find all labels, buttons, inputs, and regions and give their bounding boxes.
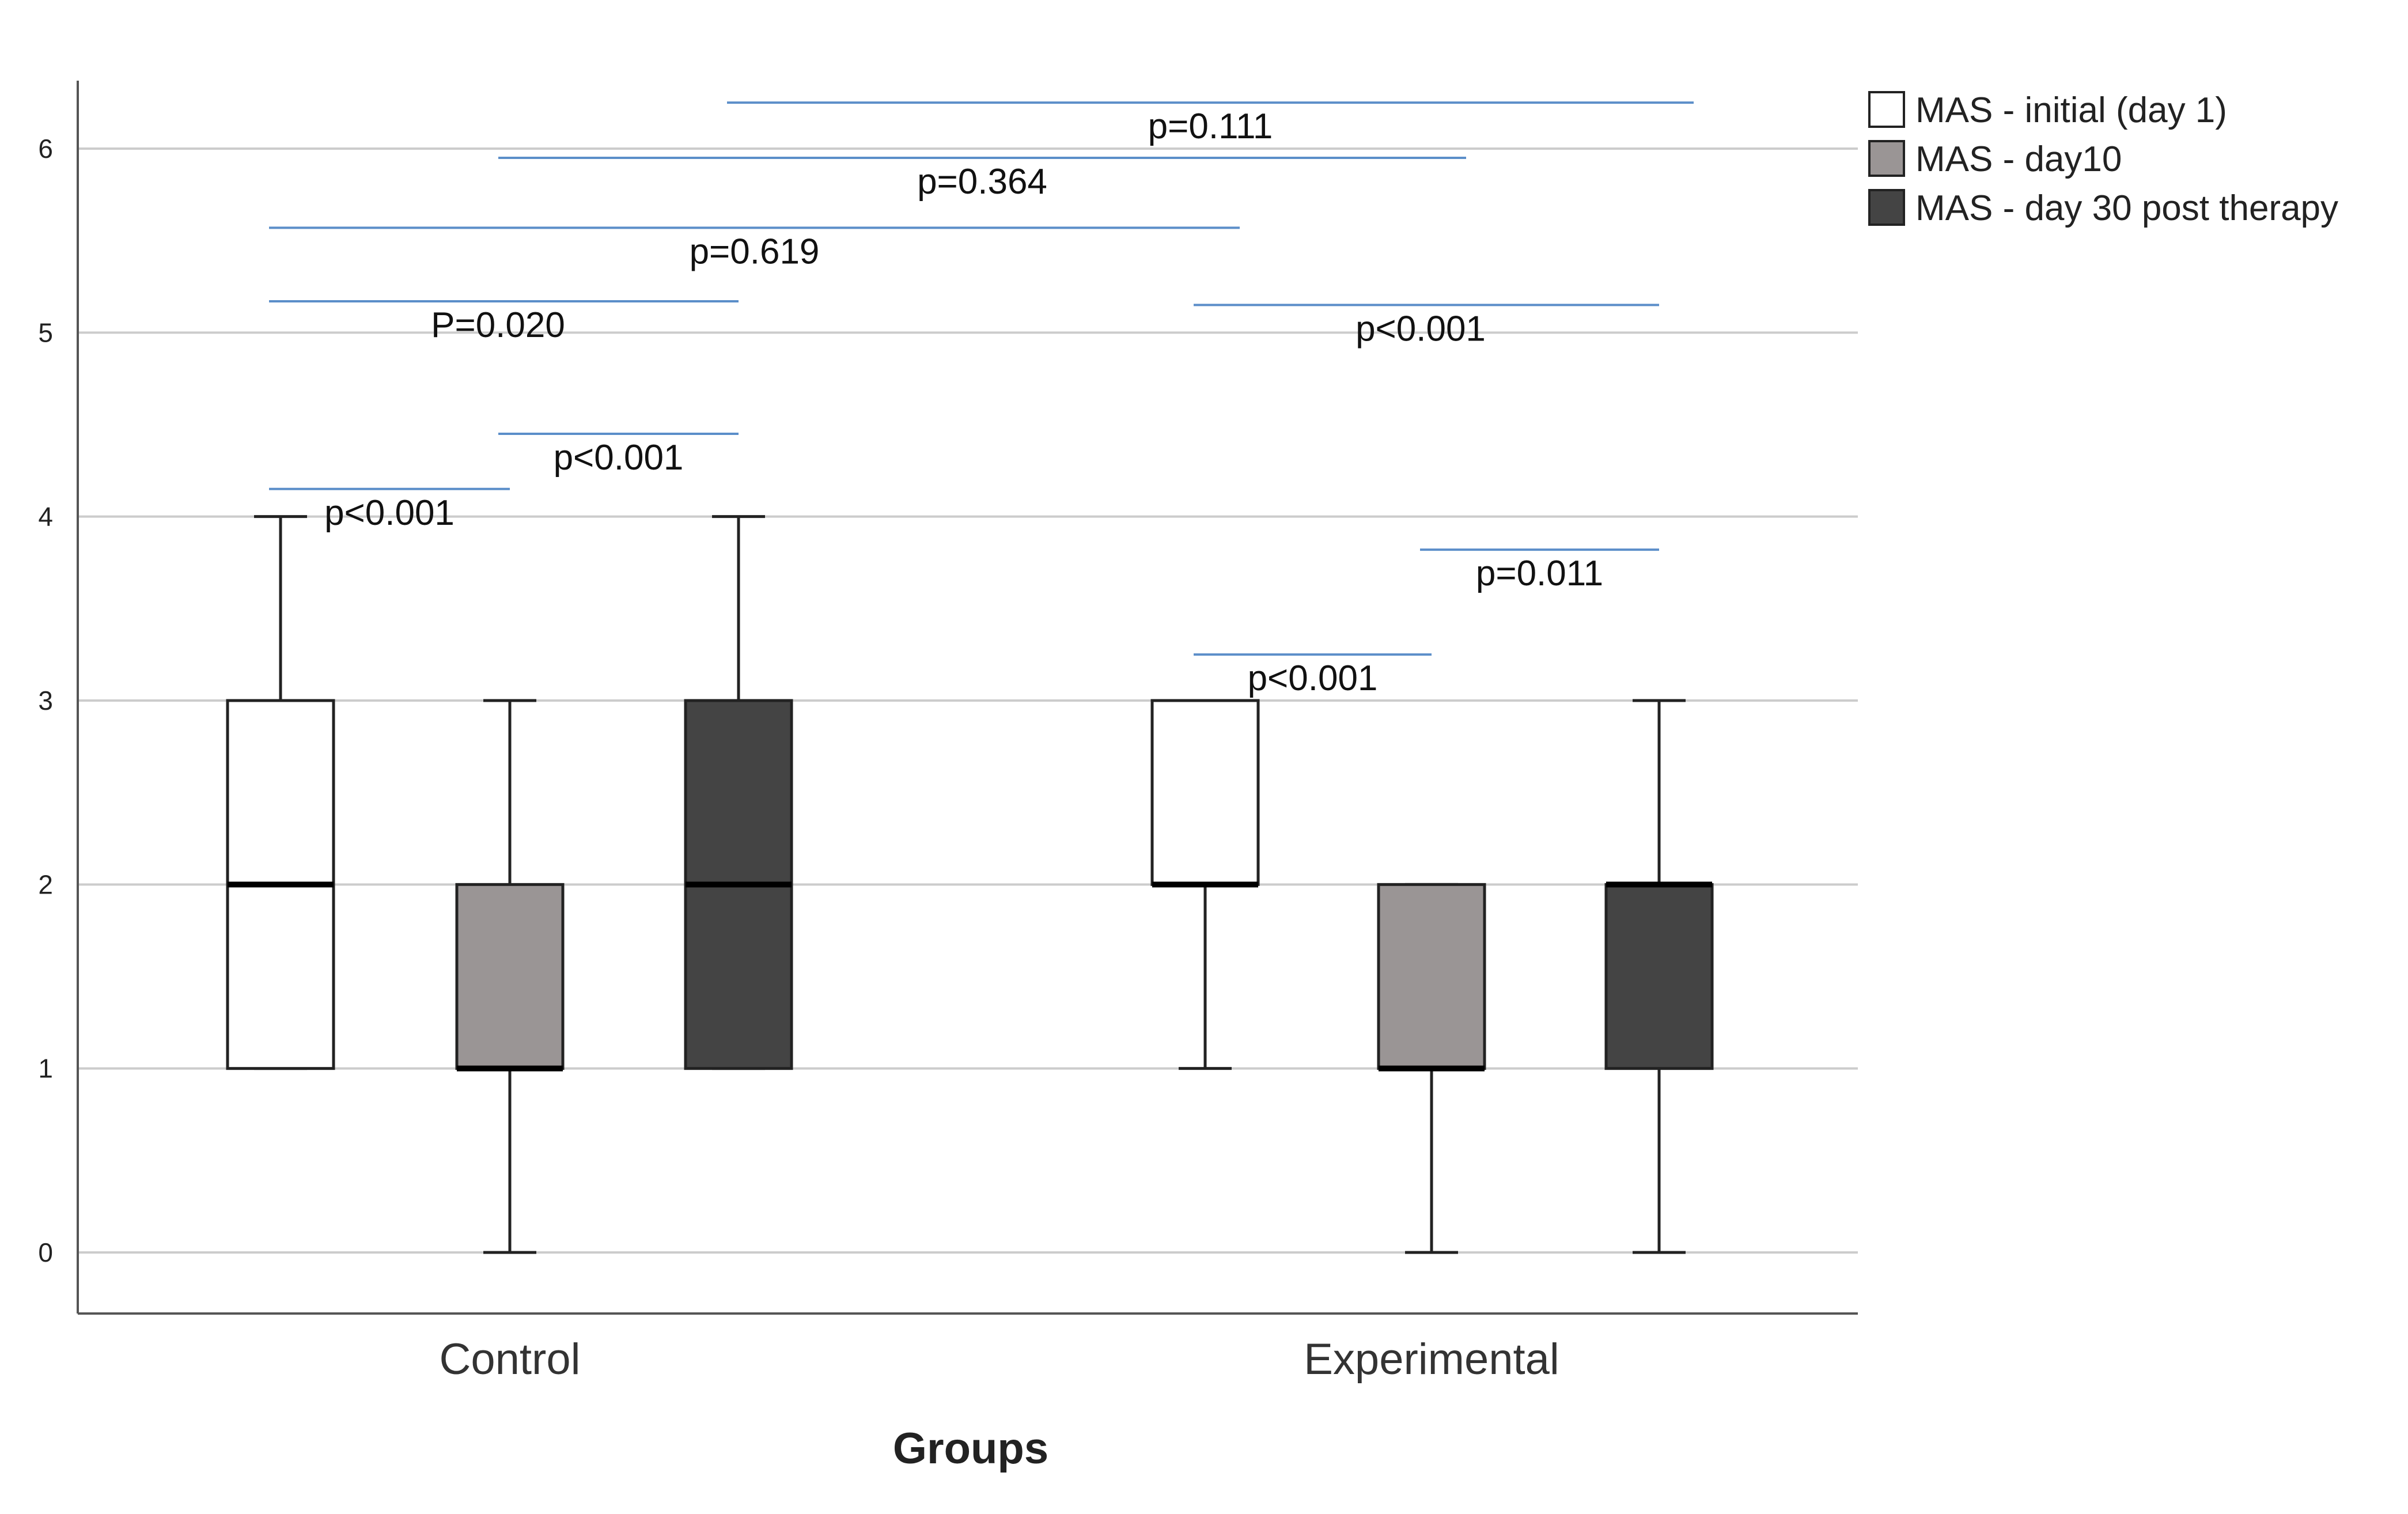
- x-category-label-control: Control: [440, 1335, 581, 1384]
- significance-label-7: p<0.001: [324, 493, 455, 533]
- x-category-label-experimental: Experimental: [1304, 1335, 1559, 1384]
- y-tick-label-4: 4: [38, 502, 53, 532]
- axes: 0 1 2 3 4 5 6: [38, 81, 1858, 1315]
- box-control-series-2-box: [455, 883, 565, 1070]
- category-labels: Control Experimental: [440, 1335, 1559, 1384]
- legend-label-3: MAS - day 30 post therapy: [1915, 188, 2338, 228]
- significance-label-3: p=0.619: [690, 232, 820, 271]
- significance-annotations: p=0.111 p=0.364 p=0.619 P=0.020 p<0.001 p<0.0…: [269, 101, 1694, 698]
- y-tick-label-5: 5: [38, 317, 53, 347]
- legend-swatch-1: [1868, 91, 1905, 128]
- significance-label-5: p<0.001: [1356, 309, 1486, 349]
- box-experimental-series-1-box: [1150, 699, 1260, 886]
- legend: MAS - initial (day 1) MAS - day10 MAS - da…: [1868, 90, 2338, 228]
- significance-label-1: p=0.111: [1148, 107, 1273, 146]
- significance-label-8: p=0.011: [1476, 554, 1603, 593]
- y-tick-label-1: 1: [38, 1054, 53, 1084]
- y-tick-label-2: 2: [38, 869, 53, 899]
- x-axis-title: Groups: [893, 1424, 1048, 1473]
- box-experimental-series-2-box: [1377, 883, 1486, 1070]
- box-series: [226, 515, 1714, 1254]
- legend-label-1: MAS - initial (day 1): [1915, 90, 2227, 130]
- y-tick-label-6: 6: [38, 134, 53, 164]
- y-tick-label-0: 0: [38, 1237, 53, 1267]
- significance-label-4: P=0.020: [431, 305, 565, 345]
- box-experimental-series-3-box: [1604, 883, 1714, 1070]
- legend-swatch-3: [1868, 189, 1905, 226]
- significance-label-2: p=0.364: [917, 162, 1047, 202]
- legend-label-2: MAS - day10: [1915, 139, 2122, 179]
- grid-lines: [78, 147, 1858, 1254]
- y-tick-label-3: 3: [38, 686, 53, 716]
- legend-swatch-2: [1868, 140, 1905, 177]
- significance-label-9: p<0.001: [1248, 658, 1378, 698]
- significance-label-6: p<0.001: [554, 438, 684, 478]
